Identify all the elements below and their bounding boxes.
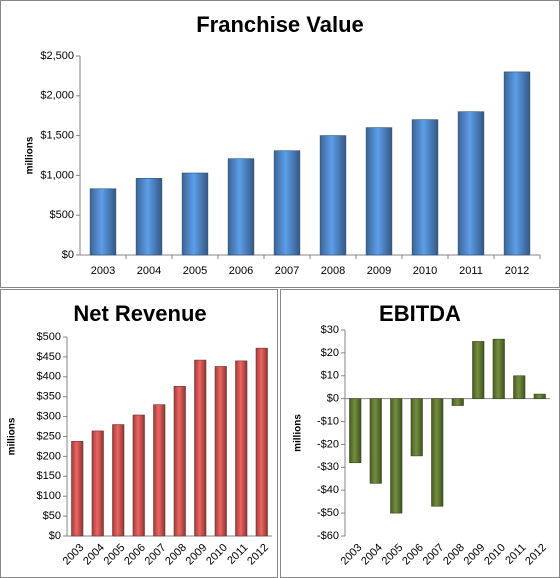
bar (235, 360, 248, 537)
chart-title: Franchise Value (196, 12, 364, 37)
y-tick-label: $30 (321, 324, 339, 336)
bar (513, 375, 526, 399)
bar (71, 440, 84, 537)
x-tick-label: 2012 (505, 265, 529, 277)
y-tick-label: $1,000 (40, 169, 74, 181)
bar (194, 359, 207, 537)
bar (411, 119, 439, 256)
x-tick-label: 2010 (413, 265, 437, 277)
y-tick-label: $0 (62, 249, 74, 261)
y-tick-label: -$60 (317, 530, 339, 542)
y-tick-label: -$20 (317, 438, 339, 450)
bar (492, 338, 505, 399)
x-tick-label: 2004 (137, 265, 161, 277)
y-tick-label: $50 (43, 510, 61, 522)
bar (214, 366, 227, 537)
bar (91, 430, 104, 537)
y-tick-label: $10 (321, 370, 339, 382)
bar (273, 150, 301, 256)
x-tick-label: 2005 (183, 265, 207, 277)
y-axis-label: millions (293, 414, 304, 452)
y-tick-label: $300 (37, 411, 61, 423)
bar (431, 398, 444, 507)
y-tick-label: -$10 (317, 415, 339, 427)
y-tick-label: $200 (37, 450, 61, 462)
y-tick-label: $500 (50, 209, 74, 221)
bar (365, 127, 393, 256)
bar (503, 71, 531, 256)
bar (132, 414, 145, 537)
bar (135, 178, 163, 256)
y-tick-label: $500 (37, 331, 61, 343)
bar (349, 398, 362, 464)
y-tick-label: $400 (37, 371, 61, 383)
bar (369, 398, 382, 484)
y-tick-label: $350 (37, 391, 61, 403)
y-tick-label: $250 (37, 430, 61, 442)
bar (153, 404, 166, 537)
y-tick-label: $100 (37, 490, 61, 502)
bar (451, 398, 464, 406)
bar (181, 172, 209, 256)
chart-title: Net Revenue (73, 301, 206, 326)
bar (112, 424, 125, 537)
bar (227, 158, 255, 256)
x-tick-label: 2003 (91, 265, 115, 277)
y-tick-label: -$30 (317, 461, 339, 473)
y-tick-label: $20 (321, 347, 339, 359)
x-tick-label: 2007 (275, 265, 299, 277)
x-tick-label: 2006 (229, 265, 253, 277)
x-tick-label: 2009 (367, 265, 391, 277)
bar (319, 135, 347, 256)
y-axis-label: millions (7, 417, 18, 455)
bar (457, 111, 485, 256)
y-tick-label: $2,000 (40, 90, 74, 102)
y-tick-label: $0 (49, 530, 61, 542)
y-tick-label: $2,500 (40, 50, 74, 62)
y-tick-label: $150 (37, 470, 61, 482)
y-tick-label: $0 (327, 393, 339, 405)
bar (533, 393, 546, 399)
y-tick-label: -$50 (317, 507, 339, 519)
bar (173, 386, 186, 537)
y-axis-label: millions (25, 136, 36, 174)
bar (472, 341, 485, 399)
bar (255, 347, 268, 537)
bar (390, 398, 403, 514)
chart-title: EBITDA (379, 301, 461, 326)
bar (410, 398, 423, 457)
y-tick-label: $1,500 (40, 130, 74, 142)
x-tick-label: 2008 (321, 265, 345, 277)
x-tick-label: 2011 (459, 265, 483, 277)
y-tick-label: $450 (37, 351, 61, 363)
y-tick-label: -$40 (317, 484, 339, 496)
bar (89, 188, 117, 256)
